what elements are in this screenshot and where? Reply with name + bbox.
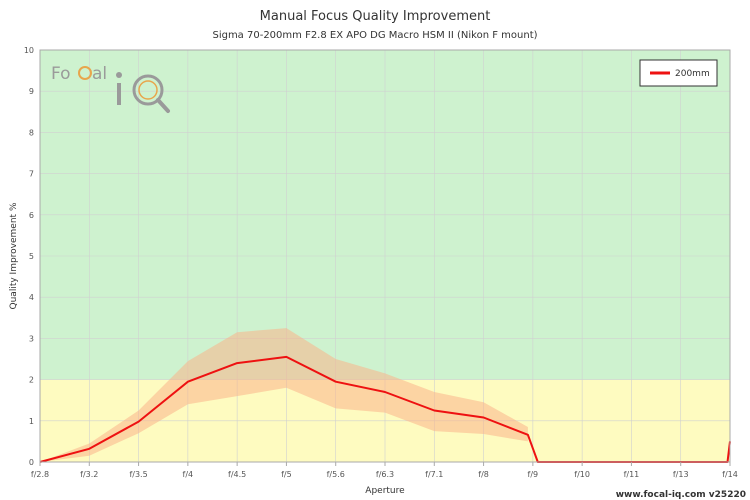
y-tick-label: 4 [29,293,34,302]
magnifier-handle [156,98,170,113]
y-tick-label: 6 [29,211,34,220]
x-tick-label: f/13 [673,470,689,479]
y-tick-label: 3 [29,334,34,343]
chart-subtitle: Sigma 70-200mm F2.8 EX APO DG Macro HSM … [212,30,537,41]
legend: 200mm [639,59,718,87]
x-tick-label: f/9 [528,470,539,479]
y-tick-label: 8 [29,128,34,137]
logo-text-al: al [92,64,107,84]
magnifier-inner [138,80,158,100]
magnifier-icon [132,74,164,106]
x-tick-label: f/10 [574,470,590,479]
chart-title: Manual Focus Quality Improvement [260,9,491,24]
y-tick-label: 5 [29,252,34,261]
y-axis-label: Quality Improvement % [9,202,19,309]
footer-url: www.focal-iq.com v25220 [616,490,746,500]
x-axis-label: Aperture [365,486,405,496]
y-axis-ticks: 0 1 2 3 4 5 6 7 8 9 10 [24,46,34,467]
x-tick-label: f/14 [722,470,738,479]
y-tick-label: 0 [29,458,34,467]
logo-i-dot [116,72,122,78]
logo-text-fo: Fo [51,64,71,84]
x-tick-label: f/4.5 [228,470,246,479]
y-tick-label: 10 [24,46,34,55]
y-tick-label: 9 [29,87,34,96]
focal-logo: Fo al [51,64,170,113]
logo-c-ring [78,66,92,80]
legend-label-200mm: 200mm [675,69,710,79]
y-tick-label: 1 [29,417,34,426]
x-tick-label: f/5 [281,470,292,479]
x-tick-label: f/2.8 [31,470,49,479]
y-tick-label: 7 [29,170,34,179]
x-tick-label: f/7.1 [425,470,443,479]
x-tick-label: f/11 [624,470,640,479]
x-tick-label: f/8 [478,470,489,479]
x-tick-label: f/3.2 [80,470,98,479]
logo-i-bar [117,83,121,105]
x-tick-label: f/4 [183,470,194,479]
x-tick-label: f/3.5 [129,470,147,479]
y-tick-label: 2 [29,376,34,385]
x-tick-label: f/6.3 [376,470,394,479]
x-axis-ticks: f/2.8 f/3.2 f/3.5 f/4 f/4.5 f/5 f/5.6 f/6.3 f/7.… [31,462,738,479]
series-200mm-line [39,355,731,463]
x-tick-label: f/5.6 [327,470,345,479]
